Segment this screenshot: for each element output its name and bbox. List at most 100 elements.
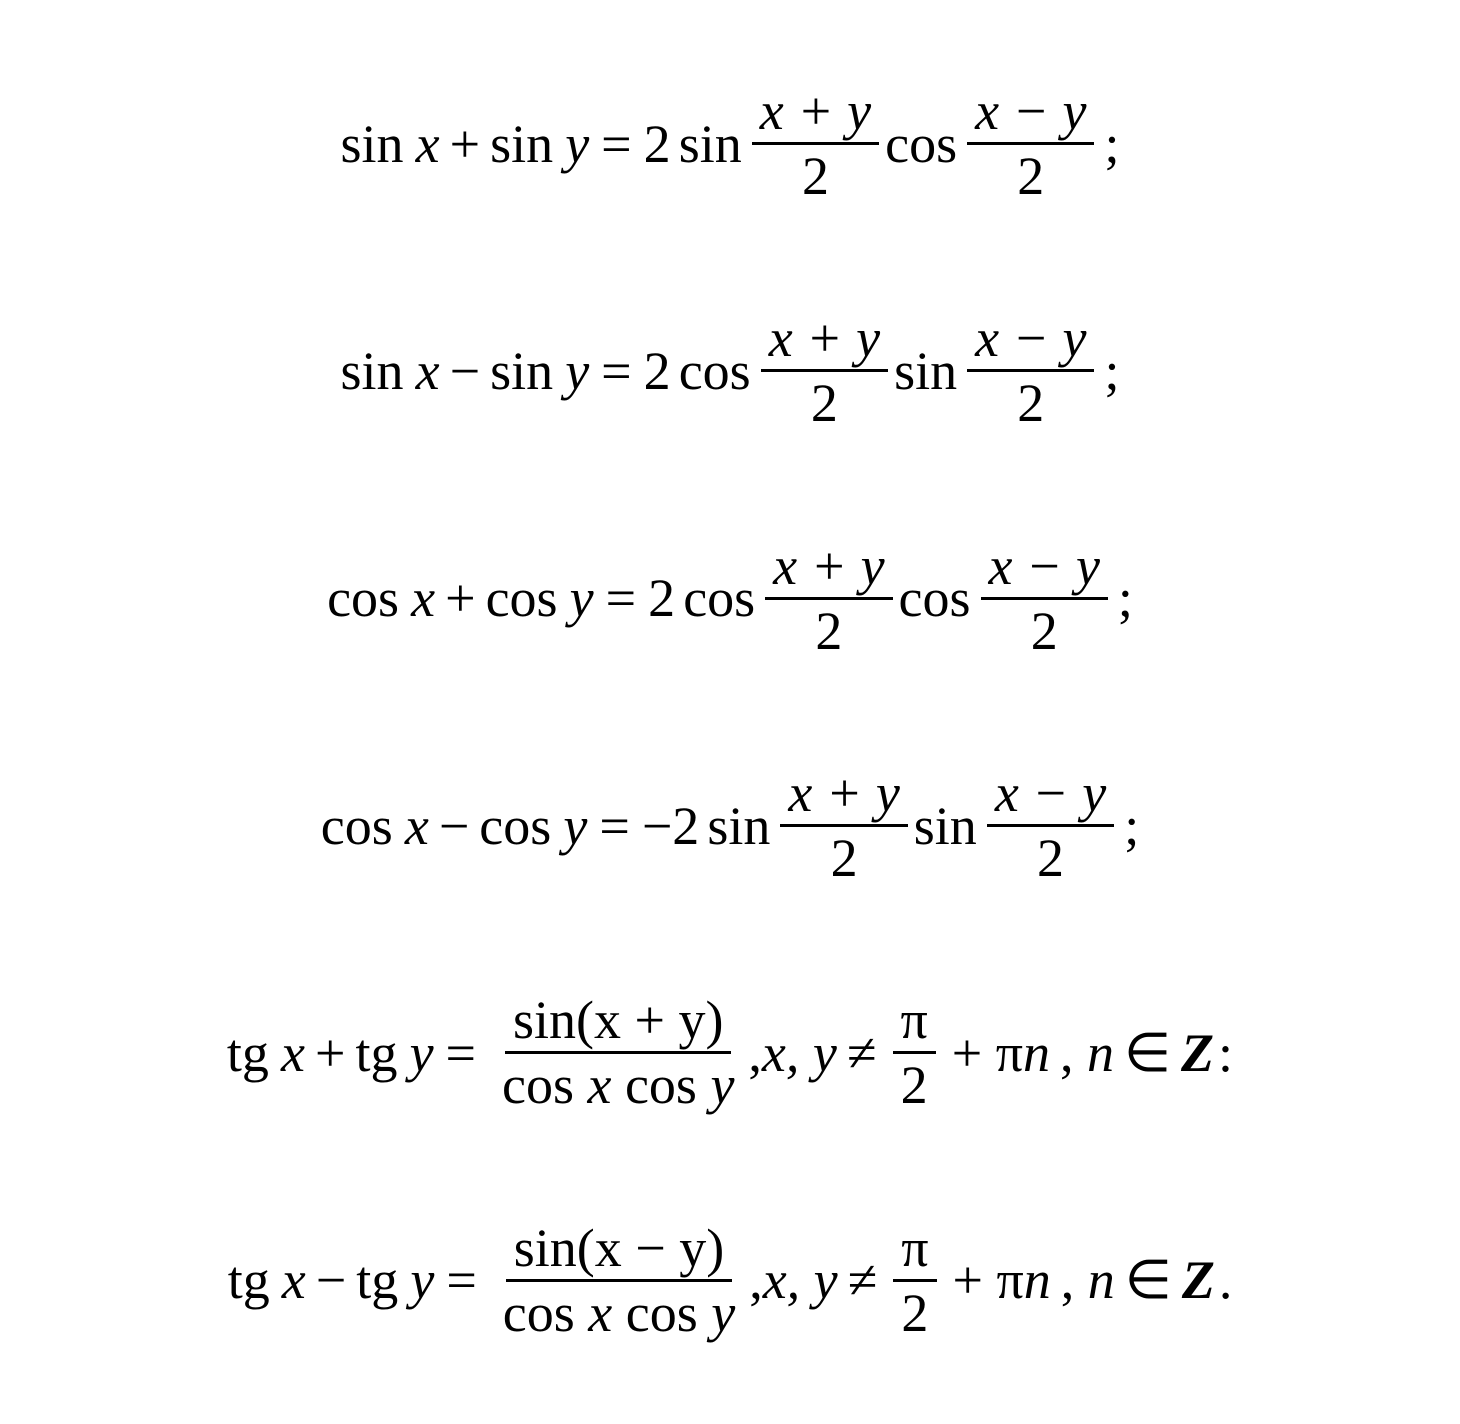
frac-den: 2 [1029, 827, 1072, 885]
frac-num: π [893, 993, 936, 1054]
var-y: y [711, 1283, 735, 1343]
frac-den: 2 [794, 145, 837, 203]
frac-num: x + y [765, 539, 892, 600]
terminator: : [1214, 1026, 1233, 1080]
equals-sign: = [434, 1026, 488, 1080]
frac-b: x − y 2 [981, 539, 1108, 658]
terminator: ; [1120, 799, 1139, 853]
var-y: y [570, 571, 594, 625]
comma: , [748, 1026, 762, 1080]
var-y: y [410, 1026, 434, 1080]
fn-a: sin [679, 117, 746, 171]
pi: π [997, 1250, 1024, 1310]
rhs-frac: sin(x + y) cos x cos y [494, 993, 742, 1112]
equation-tg-sum: tg x + tg y = sin(x + y) cos x cos y , x… [0, 993, 1460, 1112]
frac-den: 2 [807, 600, 850, 658]
frac-num: π [893, 1221, 936, 1282]
frac-num: sin(x − y) [506, 1221, 732, 1282]
equation-sin-sum: sin x + sin y = 2 sin x + y 2 cos x − y … [0, 84, 1460, 203]
fn-sin: sin [341, 117, 408, 171]
formula-page: sin x + sin y = 2 sin x + y 2 cos x − y … [0, 0, 1460, 1424]
fn-tg: tg [227, 1026, 273, 1080]
fn-sin: sin [490, 344, 557, 398]
coef: −2 [642, 799, 699, 853]
var-x: x [416, 344, 440, 398]
var-y: y [565, 117, 589, 171]
equals-sign: = [589, 344, 643, 398]
var-x: x [416, 117, 440, 171]
frac-den: 2 [803, 372, 846, 430]
op-minus: − [440, 344, 490, 398]
coef: 2 [644, 344, 671, 398]
terminator: ; [1100, 117, 1119, 171]
var-y: y [563, 799, 587, 853]
terminator: ; [1100, 344, 1119, 398]
comma: , [1060, 1026, 1074, 1080]
pi-over-2: π 2 [893, 1221, 936, 1340]
neq: ≠ [838, 1253, 888, 1307]
frac-b: x − y 2 [967, 84, 1094, 203]
fn-b: cos [899, 571, 975, 625]
op-plus: + [953, 1250, 983, 1310]
equation-cos-diff: cos x − cos y = −2 sin x + y 2 sin x − y… [0, 766, 1460, 885]
fn-cos: cos [479, 799, 555, 853]
frac-num: x − y [967, 84, 1094, 145]
frac-num: sin(x + y) [505, 993, 731, 1054]
fn-sin: sin [341, 344, 408, 398]
var-x: x [281, 1026, 305, 1080]
frac-den: 2 [823, 827, 866, 885]
var-n: n [1087, 1026, 1114, 1080]
pi: π [996, 1023, 1023, 1083]
comma: , [749, 1253, 763, 1307]
cond-vars: x, y [762, 1026, 837, 1080]
frac-den: cos x cos y [494, 1054, 742, 1112]
fn-tg: tg [355, 1026, 401, 1080]
comma: , [1061, 1253, 1075, 1307]
fn-tg: tg [356, 1253, 402, 1307]
plus-pin: + πn [942, 1026, 1060, 1080]
frac-den: 2 [1009, 372, 1052, 430]
equation-tg-diff: tg x − tg y = sin(x − y) cos x cos y , x… [0, 1221, 1460, 1340]
frac-den: cos x cos y [495, 1282, 743, 1340]
fn-a: cos [679, 344, 755, 398]
fn-cos: cos [503, 1283, 575, 1343]
set-z: Z [1182, 1253, 1215, 1307]
frac-num: x − y [967, 311, 1094, 372]
set-z: Z [1181, 1026, 1214, 1080]
op-minus: − [306, 1253, 356, 1307]
fn-cos: cos [486, 571, 562, 625]
op-minus: − [429, 799, 479, 853]
frac-num: x + y [761, 311, 888, 372]
fn-a: cos [683, 571, 759, 625]
fn-cos: cos [625, 1055, 697, 1115]
fn-cos: cos [321, 799, 397, 853]
var-x: x [405, 799, 429, 853]
frac-a: x + y 2 [752, 84, 879, 203]
var-y: y [710, 1055, 734, 1115]
frac-num: x − y [981, 539, 1108, 600]
frac-num: x + y [752, 84, 879, 145]
fn-a: sin [707, 799, 774, 853]
equals-sign: = [594, 571, 648, 625]
neq: ≠ [837, 1026, 887, 1080]
equals-sign: = [589, 117, 643, 171]
frac-a: x + y 2 [765, 539, 892, 658]
frac-den: 2 [1023, 600, 1066, 658]
frac-num: x − y [987, 766, 1114, 827]
fn-b: cos [885, 117, 961, 171]
frac-den: 2 [1009, 145, 1052, 203]
fn-cos: cos [327, 571, 403, 625]
var-n: n [1088, 1253, 1115, 1307]
frac-b: x − y 2 [967, 311, 1094, 430]
op-plus: + [440, 117, 490, 171]
coef: 2 [644, 117, 671, 171]
var-x: x [588, 1055, 612, 1115]
var-n: n [1024, 1250, 1051, 1310]
op-plus: + [952, 1023, 982, 1083]
coef: 2 [648, 571, 675, 625]
fn-b: sin [914, 799, 981, 853]
frac-den: 2 [893, 1282, 936, 1340]
equals-sign: = [434, 1253, 488, 1307]
rhs-frac: sin(x − y) cos x cos y [495, 1221, 743, 1340]
fn-b: sin [894, 344, 961, 398]
